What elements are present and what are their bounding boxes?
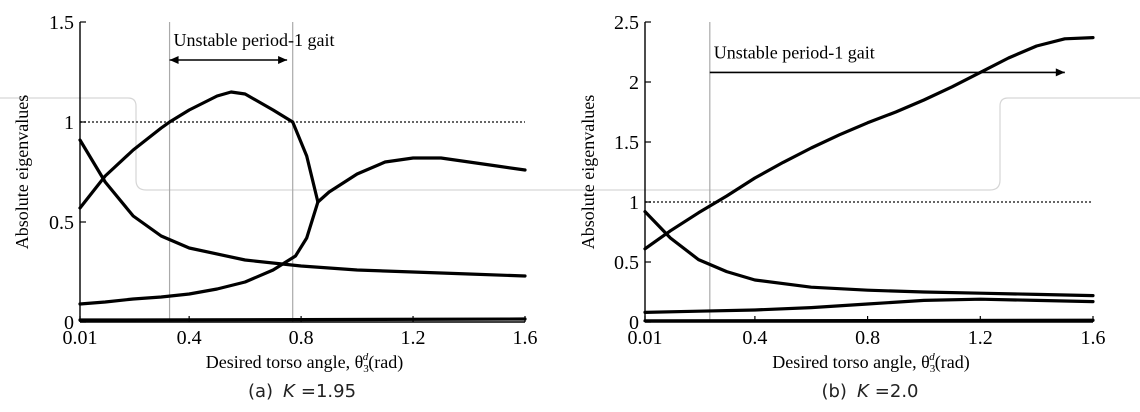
eigenvalue-curve-4 [78, 138, 527, 278]
x-tick-label: 0.4 [177, 327, 202, 349]
x-axis-title-sup: d [363, 351, 369, 363]
y-axis-title: Absolute eigenvalues [578, 95, 598, 249]
annotation-arrow-head-right [1055, 68, 1065, 77]
y-tick-label: 1 [629, 192, 639, 214]
x-tick-label: 1.2 [968, 327, 993, 349]
eigenvalue-curve-2 [643, 210, 1095, 298]
annotation-arrow-head-left [169, 56, 179, 64]
x-tick-label: 0.01 [63, 327, 98, 349]
y-tick-label: 0.5 [614, 252, 639, 274]
y-tick-label: 1.5 [49, 12, 74, 34]
x-axis-title: Desired torso angle, θ3d(rad) [206, 351, 404, 375]
x-axis-title-sub: 3 [363, 363, 369, 375]
x-tick-label: 0.4 [742, 327, 767, 349]
x-axis-title: Desired torso angle, θ3d(rad) [772, 351, 970, 375]
eigenvalue-curve-2 [78, 200, 320, 306]
chart-panel-b: 0.01 0.4 0.8 1.2 1.6 0 0.5 1 1.5 2 2.5 Absolute eig… [578, 12, 1106, 402]
caption-value: =1.95 [301, 381, 356, 402]
y-tick-label: 0.5 [49, 212, 74, 234]
y-tick-label: 2.5 [614, 12, 639, 34]
x-axis-title-sub: 3 [930, 363, 936, 375]
eigenvalue-curve-1 [78, 90, 320, 210]
x-axis-title-unit: (rad) [368, 352, 403, 373]
x-tick-label: 0.8 [855, 327, 880, 349]
caption-prefix: (b) [821, 381, 846, 402]
decorative-frame [0, 97, 1140, 191]
x-tick-label: 1.6 [513, 327, 538, 349]
eigenvalue-curve-4 [643, 318, 1095, 323]
panel-caption: (a) K =1.95 [248, 381, 356, 402]
annotation-label: Unstable period-1 gait [174, 30, 335, 50]
panel-caption: (b) K =2.0 [821, 381, 918, 402]
chart-panel-a: 0.01 0.4 0.8 1.2 1.6 0 0.5 1 1.5 Absolute eigenva… [12, 12, 538, 402]
x-axis-title-sup: d [929, 351, 935, 363]
x-axis-title-unit: (rad) [935, 352, 970, 373]
eigenvalue-curve-3 [643, 297, 1095, 314]
caption-symbol: K [857, 381, 870, 402]
y-tick-label: 2 [629, 72, 639, 94]
x-tick-label: 0.8 [289, 327, 314, 349]
caption-value: =2.0 [875, 381, 919, 402]
annotation-arrow-head-right [278, 56, 288, 64]
y-axis-title: Absolute eigenvalues [12, 95, 32, 249]
eigenvalue-curve-3 [316, 156, 527, 204]
annotation-label: Unstable period-1 gait [714, 42, 875, 62]
eigenvalue-curve-5 [78, 317, 527, 322]
y-tick-label: 1.5 [614, 132, 639, 154]
y-tick-label: 1 [64, 112, 74, 134]
caption-symbol: K [283, 381, 296, 402]
x-axis-title-text: Desired torso angle, θ [772, 352, 930, 372]
x-tick-label: 1.2 [401, 327, 426, 349]
x-tick-label: 0.01 [628, 327, 663, 349]
y-tick-label: 0 [64, 312, 74, 334]
x-tick-label: 1.6 [1081, 327, 1106, 349]
caption-prefix: (a) [248, 381, 273, 402]
y-tick-label: 0 [629, 312, 639, 334]
eigenvalue-curve-1 [643, 35, 1095, 251]
x-axis-title-text: Desired torso angle, θ [206, 352, 364, 372]
